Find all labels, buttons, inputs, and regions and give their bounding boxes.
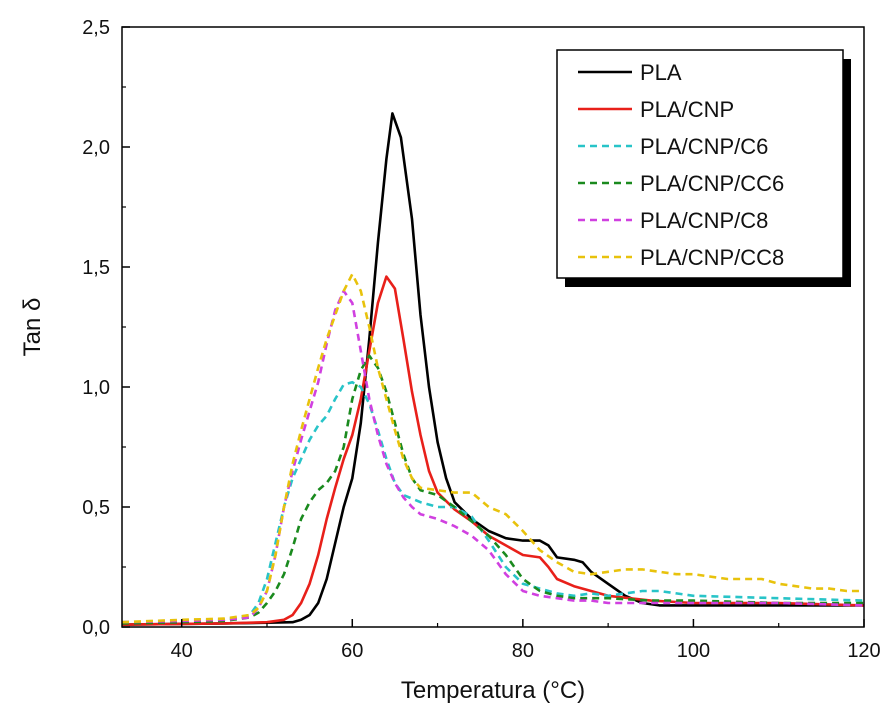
x-tick-label: 80	[512, 640, 534, 662]
legend-label: PLA/CNP/CC6	[640, 171, 784, 196]
series-line-pla-cnp-cc6	[121, 354, 864, 625]
legend-items: PLA PLA/CNP PLA/CNP/C6 PLA/CNP/CC6 PLA/CNP/C…	[578, 60, 784, 270]
series-line-pla-cnp-c8	[121, 289, 865, 624]
series-lines	[121, 112, 865, 626]
x-tick-label: 100	[677, 640, 710, 662]
legend-label: PLA/CNP/C8	[640, 208, 768, 233]
x-tick-label: 120	[847, 640, 880, 662]
series-line-pla-cnp-cc8	[121, 272, 864, 624]
legend: PLA PLA/CNP PLA/CNP/C6 PLA/CNP/CC6 PLA/CNP/C…	[556, 49, 851, 287]
y-axis-title: Tan δ	[19, 298, 46, 357]
legend-box	[556, 49, 844, 279]
y-tick-label: 1,5	[82, 257, 110, 279]
series-line-pla-cnp-c6	[121, 380, 865, 624]
axis-ticks: 40 60 80 100 120 0,0 0,5 1,0 1,5 2,0 2,5	[82, 17, 881, 662]
series-line-pla-cnp	[121, 275, 865, 626]
legend-label: PLA	[640, 60, 682, 85]
legend-label: PLA/CNP	[640, 97, 734, 122]
y-tick-label: 2,0	[82, 137, 110, 159]
legend-label: PLA/CNP/C6	[640, 134, 768, 159]
x-tick-label: 40	[171, 640, 193, 662]
y-tick-label: 1,0	[82, 377, 110, 399]
y-tick-label: 2,5	[82, 17, 110, 39]
x-tick-label: 60	[341, 640, 363, 662]
y-tick-label: 0,0	[82, 617, 110, 639]
y-tick-label: 0,5	[82, 497, 110, 519]
x-axis-title: Temperatura (°C)	[401, 677, 585, 704]
legend-label: PLA/CNP/CC8	[640, 245, 784, 270]
